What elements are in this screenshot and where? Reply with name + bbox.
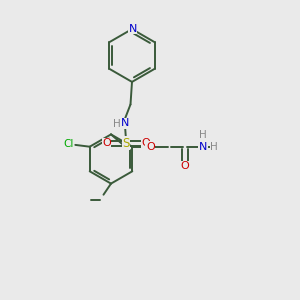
Text: O: O bbox=[141, 138, 150, 148]
Text: N: N bbox=[199, 142, 207, 152]
Text: N: N bbox=[128, 23, 137, 34]
Text: O: O bbox=[180, 161, 189, 171]
Text: H: H bbox=[199, 130, 207, 140]
Text: O: O bbox=[146, 142, 155, 152]
Text: Cl: Cl bbox=[64, 139, 74, 149]
Text: N: N bbox=[121, 118, 129, 128]
Text: S: S bbox=[122, 137, 130, 150]
Text: H: H bbox=[210, 142, 218, 152]
Text: H: H bbox=[113, 119, 121, 129]
Text: O: O bbox=[102, 138, 111, 148]
